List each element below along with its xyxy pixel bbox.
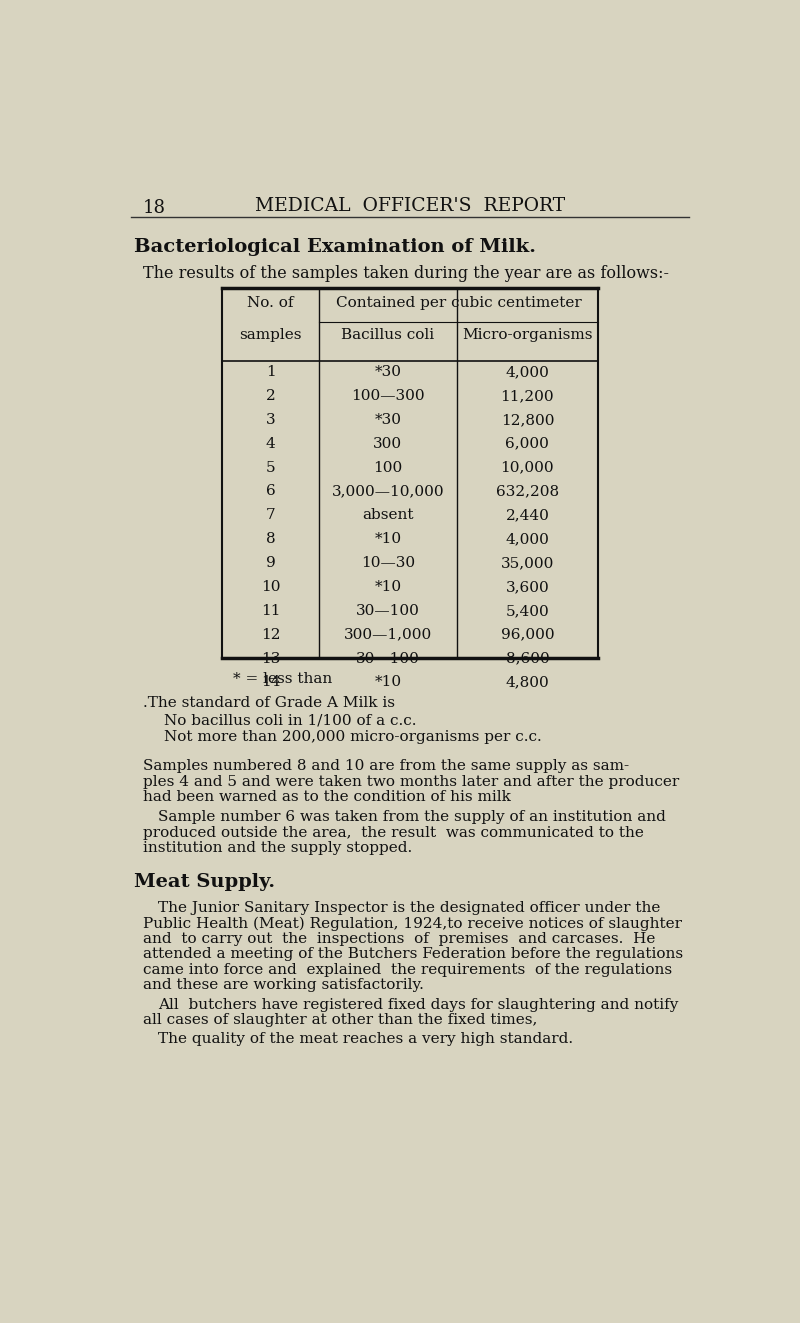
Text: 100—300: 100—300 — [351, 389, 425, 404]
Text: Micro-organisms: Micro-organisms — [462, 328, 593, 343]
Text: All  butchers have registered fixed days for slaughtering and notify: All butchers have registered fixed days … — [158, 998, 678, 1012]
Text: 30—100: 30—100 — [356, 651, 420, 665]
Text: *10: *10 — [374, 579, 402, 594]
Text: attended a meeting of the Butchers Federation before the regulations: attended a meeting of the Butchers Feder… — [142, 947, 682, 962]
Text: produced outside the area,  the result  was communicated to the: produced outside the area, the result wa… — [142, 826, 643, 840]
Text: 10,000: 10,000 — [501, 460, 554, 475]
Text: MEDICAL  OFFICER'S  REPORT: MEDICAL OFFICER'S REPORT — [255, 197, 565, 216]
Text: *30: *30 — [374, 413, 402, 427]
Text: 13: 13 — [261, 651, 280, 665]
Text: The quality of the meat reaches a very high standard.: The quality of the meat reaches a very h… — [158, 1032, 574, 1046]
Text: 10—30: 10—30 — [361, 556, 415, 570]
Text: Public Health (Meat) Regulation, 1924,to receive notices of slaughter: Public Health (Meat) Regulation, 1924,to… — [142, 917, 682, 931]
Text: 96,000: 96,000 — [501, 627, 554, 642]
Text: and these are working satisfactorily.: and these are working satisfactorily. — [142, 978, 423, 992]
Text: all cases of slaughter at other than the fixed times,: all cases of slaughter at other than the… — [142, 1013, 537, 1028]
Text: Bacillus coli: Bacillus coli — [342, 328, 434, 343]
Text: samples: samples — [239, 328, 302, 343]
Text: 300—1,000: 300—1,000 — [344, 627, 432, 642]
Text: 4,800: 4,800 — [506, 676, 550, 689]
Text: 6,000: 6,000 — [506, 437, 550, 451]
Text: had been warned as to the condition of his milk: had been warned as to the condition of h… — [142, 790, 510, 804]
Text: Samples numbered 8 and 10 are from the same supply as sam-: Samples numbered 8 and 10 are from the s… — [142, 759, 629, 774]
Text: came into force and  explained  the requirements  of the regulations: came into force and explained the requir… — [142, 963, 672, 976]
Text: ples 4 and 5 and were taken two months later and after the producer: ples 4 and 5 and were taken two months l… — [142, 775, 679, 789]
Text: 6: 6 — [266, 484, 275, 499]
Text: 4,000: 4,000 — [506, 365, 550, 380]
Text: * = less than: * = less than — [234, 672, 333, 685]
Text: 9: 9 — [266, 556, 275, 570]
Text: 8: 8 — [266, 532, 275, 546]
Text: 30—100: 30—100 — [356, 603, 420, 618]
Text: 5,400: 5,400 — [506, 603, 550, 618]
Text: Contained per cubic centimeter: Contained per cubic centimeter — [336, 296, 582, 310]
Text: 3,600: 3,600 — [506, 579, 550, 594]
Text: 5: 5 — [266, 460, 275, 475]
Text: 632,208: 632,208 — [496, 484, 559, 499]
Text: 12: 12 — [261, 627, 280, 642]
Text: 10: 10 — [261, 579, 280, 594]
Text: 3: 3 — [266, 413, 275, 427]
Text: 7: 7 — [266, 508, 275, 523]
Text: No. of: No. of — [247, 296, 294, 310]
Text: Bacteriological Examination of Milk.: Bacteriological Examination of Milk. — [134, 238, 536, 257]
Text: 4,000: 4,000 — [506, 532, 550, 546]
Text: 300: 300 — [374, 437, 402, 451]
Text: The Junior Sanitary Inspector is the designated officer under the: The Junior Sanitary Inspector is the des… — [158, 901, 661, 916]
Text: 18: 18 — [142, 198, 166, 217]
Text: 12,800: 12,800 — [501, 413, 554, 427]
Text: Not more than 200,000 micro-organisms per c.c.: Not more than 200,000 micro-organisms pe… — [164, 730, 542, 744]
Text: 11,200: 11,200 — [501, 389, 554, 404]
Text: .The standard of Grade A Milk is: .The standard of Grade A Milk is — [142, 696, 394, 710]
Text: 4: 4 — [266, 437, 275, 451]
Text: 35,000: 35,000 — [501, 556, 554, 570]
Text: No bacillus coli in 1/100 of a c.c.: No bacillus coli in 1/100 of a c.c. — [164, 713, 417, 728]
Text: 3,000—10,000: 3,000—10,000 — [332, 484, 444, 499]
Text: *30: *30 — [374, 365, 402, 380]
Text: Meat Supply.: Meat Supply. — [134, 873, 275, 892]
Text: 1: 1 — [266, 365, 275, 380]
Text: absent: absent — [362, 508, 414, 523]
Text: institution and the supply stopped.: institution and the supply stopped. — [142, 841, 412, 855]
Text: and  to carry out  the  inspections  of  premises  and carcases.  He: and to carry out the inspections of prem… — [142, 931, 655, 946]
Text: The results of the samples taken during the year are as follows:-: The results of the samples taken during … — [142, 265, 669, 282]
Text: 100: 100 — [374, 460, 402, 475]
Text: *10: *10 — [374, 532, 402, 546]
Text: 8,600: 8,600 — [506, 651, 550, 665]
Text: 14: 14 — [261, 676, 280, 689]
Text: Sample number 6 was taken from the supply of an institution and: Sample number 6 was taken from the suppl… — [158, 810, 666, 824]
Text: *10: *10 — [374, 676, 402, 689]
Text: 11: 11 — [261, 603, 280, 618]
Text: 2: 2 — [266, 389, 275, 404]
Text: 2,440: 2,440 — [506, 508, 550, 523]
